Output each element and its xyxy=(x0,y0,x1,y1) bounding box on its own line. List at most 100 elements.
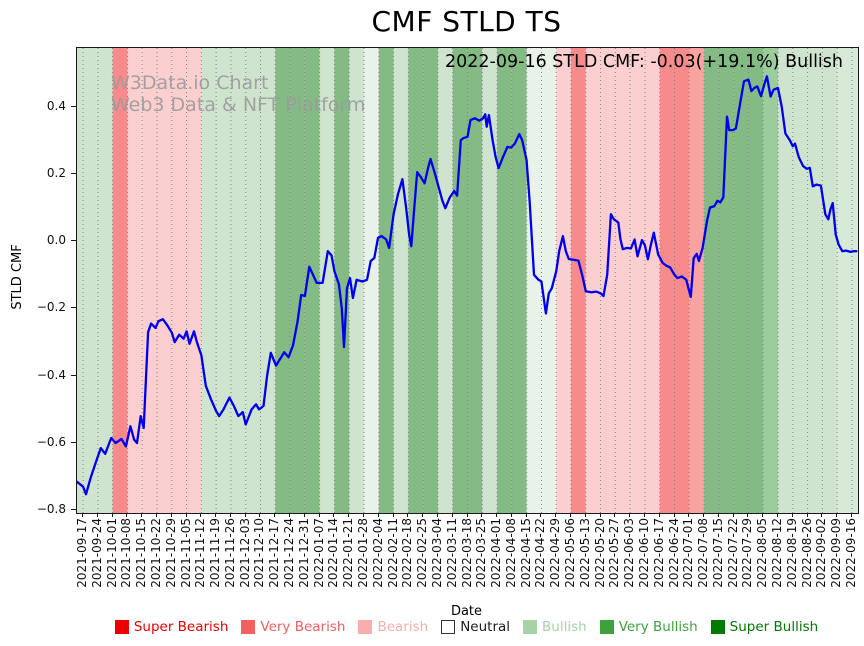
x-tick-label: 2022-08-26 xyxy=(799,518,814,588)
sentiment-band xyxy=(452,48,468,513)
x-tick-label: 2022-08-19 xyxy=(784,518,799,588)
sentiment-band xyxy=(704,48,719,513)
x-tick-mark xyxy=(229,513,231,517)
legend-label: Neutral xyxy=(460,619,511,635)
sentiment-band xyxy=(763,48,779,513)
x-tick-label: 2022-04-08 xyxy=(503,518,518,588)
x-tick-label: 2022-03-04 xyxy=(429,518,444,588)
sentiment-legend: Super Bearish Very Bearish Bearish Neutral B… xyxy=(76,619,857,635)
sentiment-band xyxy=(718,48,734,513)
x-tick-mark xyxy=(777,513,778,517)
sentiment-band xyxy=(127,48,143,513)
sentiment-band xyxy=(186,48,202,513)
y-tick-label: −0.6 xyxy=(36,435,66,449)
legend-label: Bullish xyxy=(542,619,587,635)
legend-label: Very Bullish xyxy=(618,619,698,635)
x-tick-mark xyxy=(274,513,276,517)
x-tick-label: 2022-08-05 xyxy=(755,518,770,588)
x-tick-mark xyxy=(259,513,261,517)
legend-item-very-bullish: Very Bullish xyxy=(599,619,698,635)
x-tick-label: 2022-07-08 xyxy=(696,518,711,588)
x-tick-label: 2022-07-29 xyxy=(740,518,755,588)
x-tick-label: 2022-09-02 xyxy=(814,518,829,588)
sentiment-band xyxy=(615,48,631,513)
sentiment-band xyxy=(807,48,823,513)
x-tick-label: 2022-06-10 xyxy=(636,518,651,588)
y-tick-mark xyxy=(71,307,76,309)
legend-swatch xyxy=(441,620,456,634)
legend-swatch xyxy=(358,620,373,634)
x-tick-mark xyxy=(717,513,719,517)
x-tick-label: 2021-11-12 xyxy=(193,518,208,588)
x-tick-mark xyxy=(362,513,364,517)
x-tick-mark xyxy=(451,513,453,517)
x-tick-mark xyxy=(170,513,172,517)
plot-area: W3Data.io Chart Web3 Data & NFT Platform… xyxy=(76,47,859,514)
x-tick-label: 2022-06-24 xyxy=(666,518,681,588)
x-tick-label: 2022-01-14 xyxy=(326,518,341,588)
x-tick-label: 2022-01-07 xyxy=(311,518,326,588)
sentiment-band xyxy=(378,48,394,513)
x-tick-label: 2021-10-08 xyxy=(119,518,134,588)
latest-value-annotation: 2022-09-16 STLD CMF: -0.03(+19.1%) Bulli… xyxy=(445,52,843,72)
legend-item-very-bearish: Very Bearish xyxy=(241,619,345,635)
sentiment-band xyxy=(644,48,660,513)
x-tick-label: 2021-12-10 xyxy=(252,518,267,588)
sentiment-band xyxy=(393,48,409,513)
band-margin-right xyxy=(851,48,858,513)
x-tick-label: 2021-12-31 xyxy=(296,518,311,588)
x-tick-mark xyxy=(540,513,542,517)
x-tick-mark xyxy=(806,513,808,517)
y-tick-mark xyxy=(71,172,76,174)
sentiment-band xyxy=(230,48,246,513)
x-tick-mark xyxy=(629,513,631,517)
x-tick-mark xyxy=(510,513,512,517)
legend-swatch xyxy=(241,620,256,634)
legend-swatch xyxy=(523,620,538,634)
x-tick-mark xyxy=(658,513,660,517)
legend-swatch xyxy=(114,620,129,634)
x-tick-label: 2021-09-17 xyxy=(75,518,90,588)
x-tick-mark xyxy=(821,513,823,517)
x-tick-mark xyxy=(422,513,424,517)
sentiment-band xyxy=(497,48,512,513)
x-tick-label: 2022-04-01 xyxy=(489,518,504,588)
x-tick-label: 2022-04-22 xyxy=(533,518,548,588)
sentiment-band xyxy=(334,48,350,513)
x-tick-mark xyxy=(155,513,157,517)
y-tick-label: −0.8 xyxy=(36,502,66,517)
legend-item-bullish: Bullish xyxy=(523,619,587,635)
sentiment-band xyxy=(408,48,424,513)
sentiment-band xyxy=(216,48,231,513)
y-tick-label: −0.2 xyxy=(36,300,66,315)
x-tick-mark xyxy=(584,513,586,517)
cmf-line xyxy=(77,75,858,496)
legend-item-bearish: Bearish xyxy=(358,619,428,635)
legend-item-super-bearish: Super Bearish xyxy=(114,619,229,635)
x-tick-label: 2021-12-17 xyxy=(267,518,282,588)
x-tick-label: 2022-03-18 xyxy=(459,518,474,588)
sentiment-band xyxy=(364,48,379,513)
x-tick-mark xyxy=(570,513,571,517)
legend-label: Super Bearish xyxy=(133,619,229,635)
sentiment-band xyxy=(201,48,217,513)
x-tick-label: 2022-02-25 xyxy=(415,518,430,588)
x-tick-mark xyxy=(377,513,379,517)
x-tick-mark xyxy=(836,513,838,517)
x-tick-label: 2021-11-05 xyxy=(178,518,193,588)
x-tick-mark xyxy=(407,513,409,517)
legend-swatch xyxy=(710,620,725,634)
legend-label: Very Bearish xyxy=(260,619,346,635)
sentiment-band xyxy=(541,48,557,513)
sentiment-band xyxy=(112,48,128,513)
x-tick-mark xyxy=(850,513,852,517)
sentiment-band xyxy=(630,48,645,513)
x-tick-mark xyxy=(673,513,675,517)
sentiment-band xyxy=(733,48,749,513)
x-tick-mark xyxy=(96,513,98,517)
x-tick-mark xyxy=(200,513,202,517)
legend-swatch xyxy=(599,620,614,634)
sentiment-band xyxy=(482,48,498,513)
sentiment-band xyxy=(319,48,335,513)
x-tick-label: 2022-03-25 xyxy=(474,518,489,588)
